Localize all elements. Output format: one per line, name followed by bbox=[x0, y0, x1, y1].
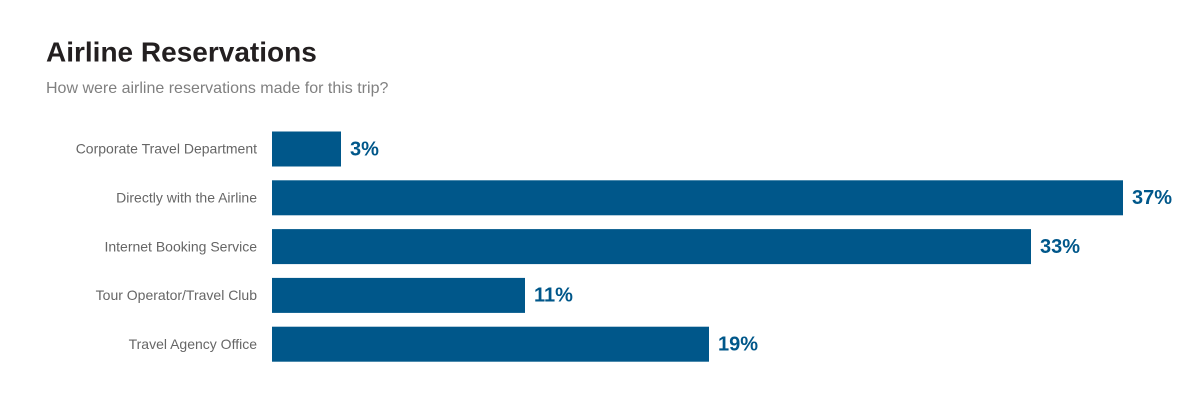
bar bbox=[272, 229, 1031, 265]
category-label: Directly with the Airline bbox=[116, 190, 257, 206]
value-label: 19% bbox=[718, 333, 758, 355]
value-label: 3% bbox=[350, 138, 379, 160]
chart-title: Airline Reservations bbox=[46, 36, 317, 67]
bar bbox=[272, 326, 709, 362]
value-label: 11% bbox=[534, 285, 573, 307]
chart-subtitle: How were airline reservations made for t… bbox=[46, 80, 388, 97]
category-label: Tour Operator/Travel Club bbox=[96, 287, 258, 303]
category-label: Internet Booking Service bbox=[104, 238, 257, 254]
category-label: Travel Agency Office bbox=[129, 336, 258, 352]
value-label: 37% bbox=[1132, 187, 1172, 209]
value-label: 33% bbox=[1040, 236, 1080, 258]
bar bbox=[272, 131, 341, 167]
bar bbox=[272, 277, 525, 313]
bar bbox=[272, 180, 1123, 216]
category-label: Corporate Travel Department bbox=[76, 141, 257, 157]
